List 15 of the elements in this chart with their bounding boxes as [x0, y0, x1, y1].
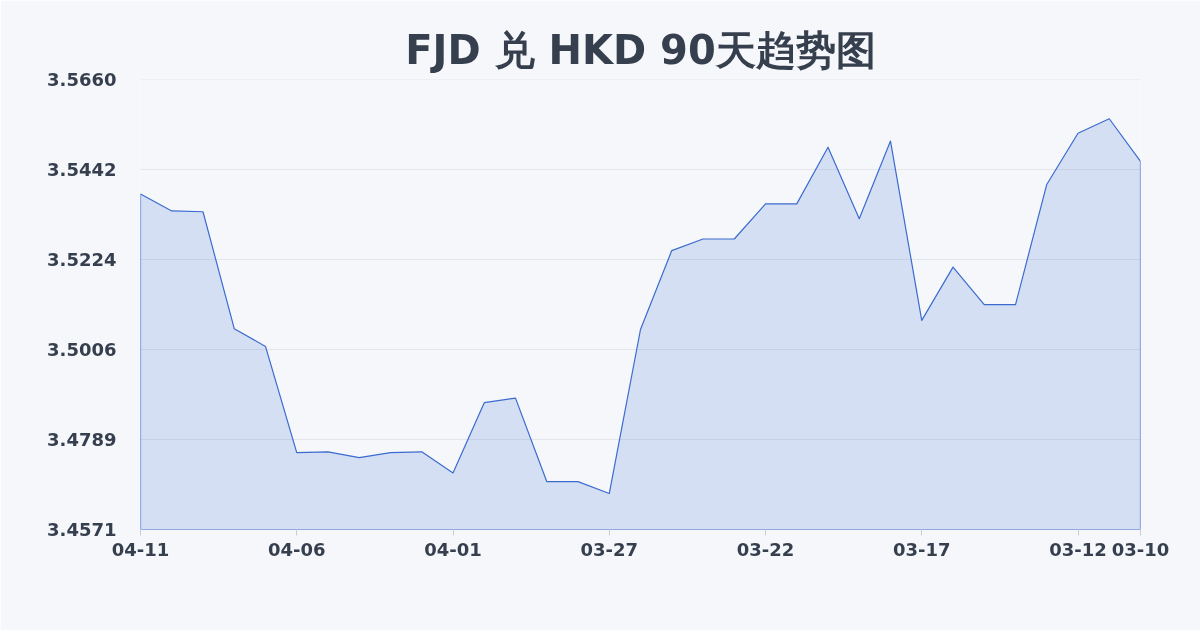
x-tick-label: 03-10	[1111, 538, 1170, 560]
x-tick-label: 03-17	[892, 538, 951, 560]
x-tick-label: 04-11	[111, 538, 170, 560]
y-tick-label: 3.5006	[47, 339, 117, 361]
x-tick-label: 03-27	[580, 538, 639, 560]
y-tick-label: 3.5442	[47, 159, 117, 181]
x-tick-label: 04-01	[424, 538, 482, 560]
y-tick-label: 3.5660	[47, 69, 117, 90]
y-tick-label: 3.5224	[47, 249, 117, 271]
x-tick-label: 03-12	[1049, 538, 1107, 560]
x-tick-label: 03-22	[736, 538, 795, 560]
y-tick-label: 3.4571	[47, 519, 117, 540]
x-tick-label: 04-06	[267, 538, 326, 560]
y-tick-label: 3.4789	[47, 428, 117, 450]
chart-title: FJD 兑 HKD 90天趋势图	[405, 26, 876, 73]
